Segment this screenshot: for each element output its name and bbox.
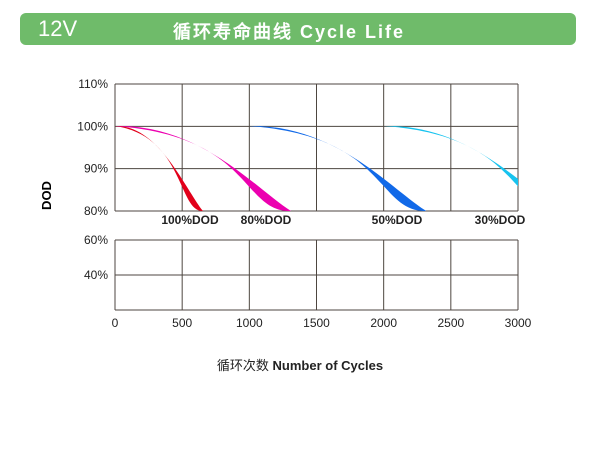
- svg-text:1500: 1500: [303, 316, 330, 330]
- svg-text:1000: 1000: [236, 316, 263, 330]
- svg-text:30%DOD: 30%DOD: [475, 213, 526, 227]
- svg-text:2500: 2500: [437, 316, 464, 330]
- svg-text:40%: 40%: [84, 268, 108, 282]
- svg-text:500: 500: [172, 316, 192, 330]
- svg-text:2000: 2000: [370, 316, 397, 330]
- svg-text:110%: 110%: [78, 77, 108, 91]
- svg-text:100%: 100%: [77, 120, 108, 134]
- svg-text:100%DOD: 100%DOD: [161, 213, 219, 227]
- svg-text:90%: 90%: [84, 162, 108, 176]
- svg-text:0: 0: [112, 316, 119, 330]
- svg-text:60%: 60%: [84, 233, 108, 247]
- svg-text:80%DOD: 80%DOD: [241, 213, 292, 227]
- svg-text:50%DOD: 50%DOD: [372, 213, 423, 227]
- svg-text:80%: 80%: [84, 204, 108, 218]
- svg-text:3000: 3000: [505, 316, 532, 330]
